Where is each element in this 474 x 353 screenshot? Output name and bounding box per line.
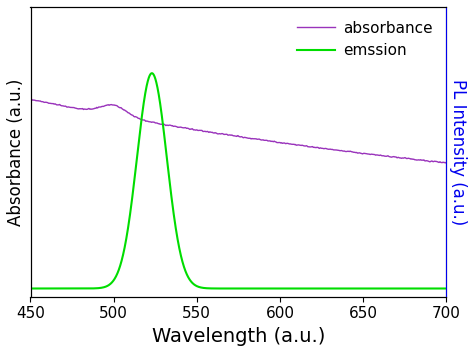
absorbance	[443, 161, 449, 165]
emssion	[284, 286, 290, 291]
absorbance	[187, 127, 193, 132]
Line: emssion: emssion	[30, 73, 446, 288]
absorbance	[205, 130, 211, 134]
emssion	[75, 286, 81, 291]
emssion	[443, 286, 449, 291]
emssion	[187, 278, 193, 282]
Y-axis label: PL Intensity (a.u.): PL Intensity (a.u.)	[449, 79, 467, 225]
emssion	[391, 286, 396, 291]
absorbance	[75, 107, 81, 111]
absorbance	[27, 97, 33, 101]
absorbance	[100, 104, 105, 108]
X-axis label: Wavelength (a.u.): Wavelength (a.u.)	[152, 327, 325, 346]
absorbance	[435, 160, 441, 164]
emssion	[205, 286, 211, 291]
Line: absorbance: absorbance	[30, 99, 446, 163]
Y-axis label: Absorbance (a.u.): Absorbance (a.u.)	[7, 78, 25, 226]
emssion	[27, 286, 33, 291]
emssion	[149, 71, 155, 75]
absorbance	[391, 155, 396, 159]
emssion	[436, 286, 441, 291]
emssion	[100, 286, 105, 290]
Legend: absorbance, emssion: absorbance, emssion	[291, 14, 438, 65]
